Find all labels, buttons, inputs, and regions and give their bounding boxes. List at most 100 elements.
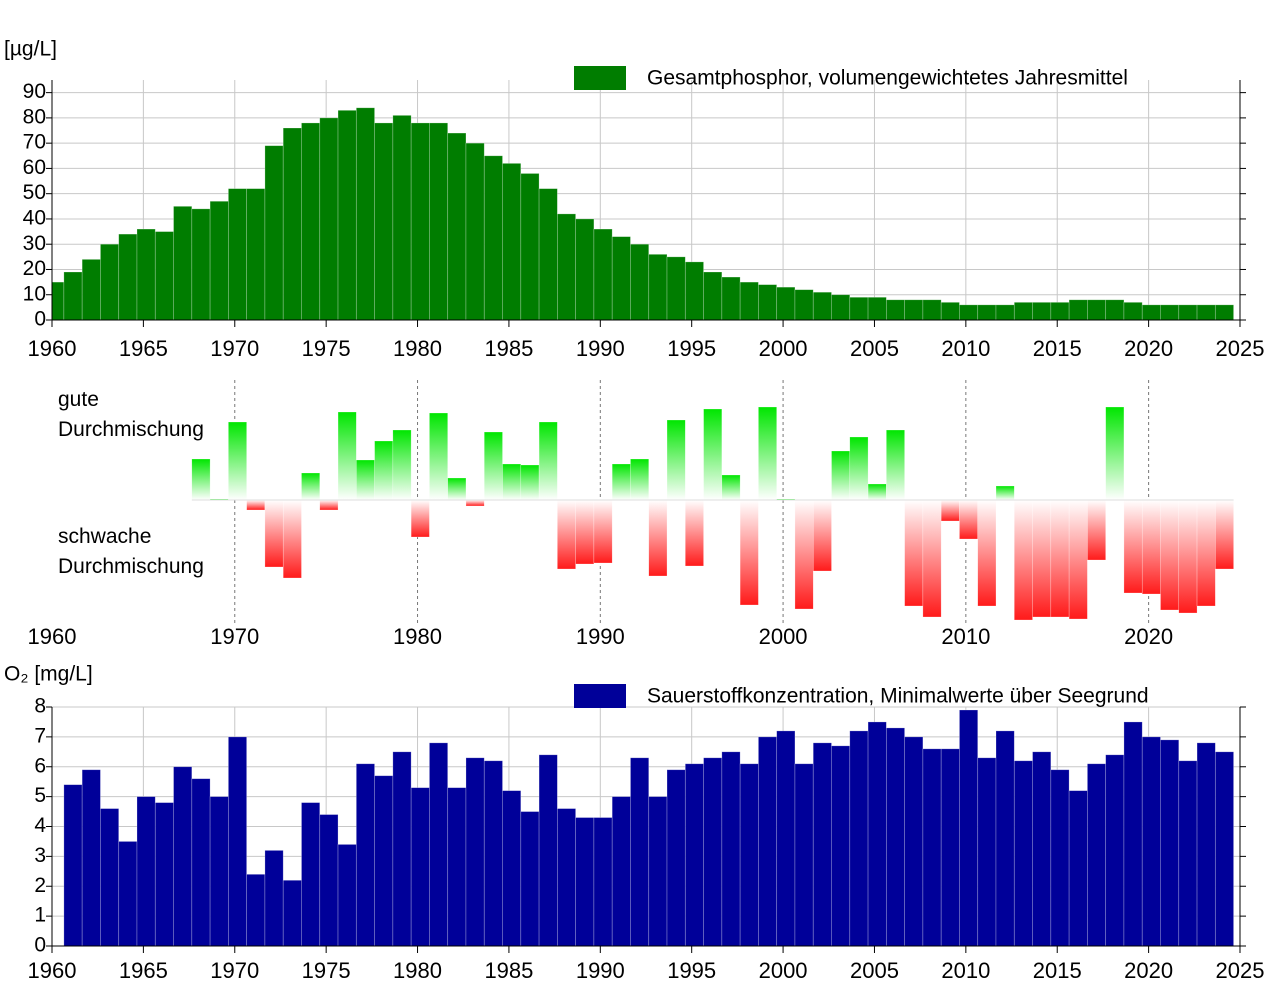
bar — [904, 299, 924, 321]
bar — [867, 483, 887, 501]
bar — [319, 117, 339, 321]
bar — [209, 796, 229, 947]
x-tick-label: 1970 — [210, 624, 259, 649]
bar — [191, 458, 211, 501]
bar — [154, 802, 174, 947]
bar — [1050, 769, 1070, 947]
legend-swatch — [574, 684, 626, 708]
bar — [1123, 721, 1143, 947]
bar — [611, 463, 631, 501]
bar — [1196, 499, 1216, 607]
bar — [831, 294, 851, 321]
bar — [410, 499, 430, 538]
bar — [392, 115, 412, 321]
y-tick-label: 2 — [34, 874, 46, 897]
bar — [703, 271, 723, 321]
bar — [1215, 499, 1234, 570]
bar — [776, 730, 796, 947]
bar — [831, 450, 851, 501]
bar — [447, 477, 467, 501]
bar — [995, 304, 1015, 321]
x-tick-label: 1970 — [210, 336, 259, 361]
x-tick-label: 1975 — [302, 336, 351, 361]
bar — [1178, 760, 1198, 947]
bar — [282, 127, 302, 321]
bar — [63, 271, 83, 321]
bar — [447, 132, 467, 321]
bar — [940, 748, 960, 947]
legend-swatch — [574, 66, 626, 90]
bar — [154, 231, 174, 321]
bar — [1196, 742, 1216, 947]
bar — [136, 228, 156, 321]
bar — [611, 236, 631, 321]
bar — [301, 472, 321, 501]
bar — [356, 459, 375, 501]
x-tick-label: 1965 — [119, 336, 168, 361]
bar — [758, 736, 778, 947]
x-tick-label: 1975 — [302, 958, 351, 983]
bar — [758, 406, 777, 501]
bar — [209, 200, 229, 321]
bar — [648, 499, 668, 577]
bar — [886, 429, 905, 501]
bar — [959, 709, 979, 947]
bar — [538, 188, 558, 321]
bar — [191, 778, 211, 947]
bar — [849, 730, 869, 947]
bar — [1032, 301, 1052, 321]
x-tick-label: 1980 — [393, 336, 442, 361]
bar — [849, 436, 869, 501]
bar — [1214, 304, 1234, 321]
bar — [867, 721, 887, 947]
bar — [867, 296, 887, 321]
bar — [1087, 763, 1107, 947]
bar — [429, 412, 448, 501]
y-tick-label: 8 — [34, 695, 46, 718]
x-tick-label: 1985 — [484, 336, 533, 361]
bar — [465, 142, 485, 321]
bar — [502, 790, 522, 947]
bar — [1087, 499, 1106, 561]
y-tick-label: 30 — [23, 232, 46, 255]
bar — [648, 796, 668, 947]
bar — [1160, 739, 1180, 947]
x-tick-label: 1990 — [576, 958, 625, 983]
bar — [977, 757, 997, 947]
bar — [337, 844, 357, 947]
bar — [904, 736, 924, 947]
bar — [593, 499, 613, 564]
bar — [666, 256, 686, 321]
y-tick-label: 90 — [23, 80, 46, 103]
y-tick-label: 80 — [23, 105, 46, 128]
bar — [337, 109, 357, 321]
bar — [301, 122, 321, 321]
bar — [392, 429, 412, 501]
bar — [429, 122, 449, 321]
bar — [520, 464, 540, 501]
annotation-line: Durchmischung — [58, 555, 204, 578]
bar — [483, 431, 503, 501]
x-tick-label: 2010 — [941, 624, 990, 649]
bar — [1141, 499, 1161, 595]
y-tick-label: 60 — [23, 156, 46, 179]
bar — [685, 499, 704, 567]
x-tick-label: 1960 — [28, 958, 77, 983]
bar — [593, 228, 613, 321]
bar — [648, 253, 668, 321]
bar — [959, 499, 978, 540]
y-tick-label: 6 — [34, 754, 46, 777]
bar — [1141, 736, 1161, 947]
bar — [721, 474, 741, 501]
bar — [977, 499, 997, 607]
bar — [173, 766, 193, 947]
x-tick-label: 2020 — [1124, 624, 1173, 649]
bar — [758, 284, 778, 321]
bar — [611, 796, 631, 947]
bar — [1013, 301, 1033, 321]
x-tick-label: 2015 — [1033, 958, 1082, 983]
bar — [502, 163, 522, 321]
bar — [520, 173, 540, 321]
annotation-line: schwache — [58, 525, 151, 548]
